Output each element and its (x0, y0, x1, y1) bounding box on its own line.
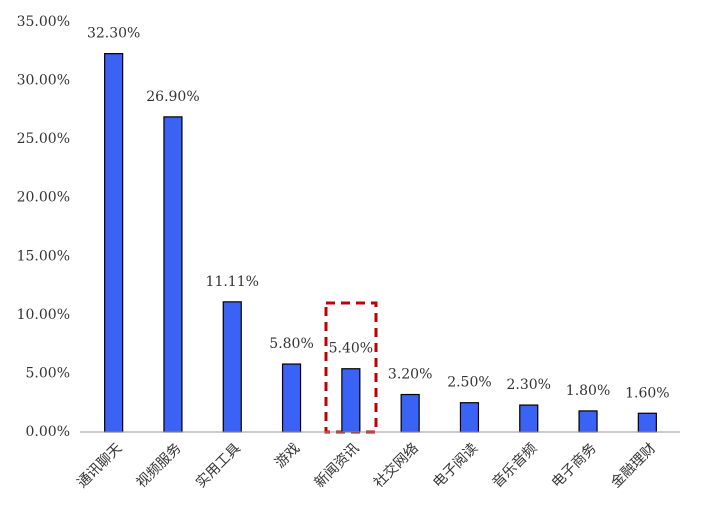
y-tick-label: 20.00% (17, 190, 70, 206)
bar (163, 116, 183, 433)
y-tick-label: 10.00% (17, 307, 70, 323)
x-tick-label: 社交网络 (370, 440, 422, 492)
x-tick-label: 金融理财 (608, 440, 659, 491)
value-label: 2.50% (447, 375, 491, 391)
value-label: 2.30% (507, 377, 551, 393)
x-tick-label: 电子商务 (549, 440, 600, 491)
bar (519, 404, 539, 433)
bar (637, 412, 657, 433)
y-tick-label: 30.00% (17, 73, 70, 89)
value-label: 11.11% (206, 274, 259, 290)
bar (281, 363, 302, 433)
value-label: 1.60% (625, 385, 669, 401)
x-tick-label: 视频服务 (134, 440, 185, 491)
x-tick-label: 电子阅读 (429, 440, 481, 492)
bar (578, 410, 598, 433)
bar (400, 393, 420, 433)
bar (459, 402, 480, 433)
y-tick-label: 25.00% (17, 131, 70, 147)
x-tick-label: 游戏 (272, 440, 303, 471)
x-tick-label: 通讯聊天 (74, 440, 125, 491)
y-tick-label: 15.00% (17, 248, 70, 264)
value-label: 1.80% (566, 383, 610, 399)
bar (104, 53, 124, 433)
bar (222, 301, 242, 433)
value-label: 32.30% (87, 26, 140, 42)
bar (341, 368, 361, 433)
value-label: 5.80% (269, 336, 313, 352)
y-tick-label: 5.00% (26, 365, 70, 381)
x-tick-label: 新闻资讯 (312, 440, 363, 491)
value-label: 3.20% (388, 367, 432, 383)
y-tick-label: 35.00% (17, 14, 70, 30)
x-tick-label: 音乐音频 (489, 440, 541, 492)
x-tick-label: 实用工具 (193, 440, 244, 491)
value-label: 5.40% (329, 341, 373, 357)
y-tick-label: 0.00% (26, 424, 70, 440)
value-label: 26.90% (146, 89, 199, 105)
